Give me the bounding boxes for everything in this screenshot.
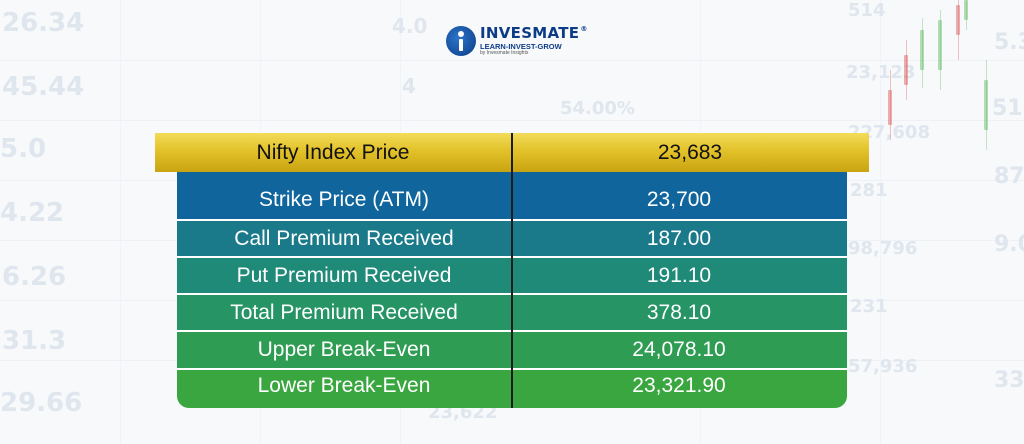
row-value: 187.00 <box>646 226 712 250</box>
row-label: Put Premium Received <box>236 263 452 287</box>
logo-brand: INVESMATE® <box>480 23 588 42</box>
row-label: Strike Price (ATM) <box>259 188 429 211</box>
bg-number: 57,936 <box>848 356 918 377</box>
bg-number: 4 <box>402 74 416 98</box>
row-label: Total Premium Received <box>230 300 458 324</box>
row-label: Lower Break-Even <box>257 374 431 397</box>
bg-number: 51.2 <box>992 96 1024 121</box>
row-value: 378.10 <box>646 300 712 324</box>
row-value: 24,078.10 <box>632 338 726 361</box>
bg-number: 26.34 <box>2 8 85 38</box>
row-label: Call Premium Received <box>234 226 454 250</box>
bg-number: 5.0 <box>0 134 47 164</box>
bg-number: 29.66 <box>0 388 83 418</box>
row-label: Upper Break-Even <box>257 338 431 361</box>
bg-number: 9.02 <box>994 232 1024 257</box>
logo-tagline: LEARN-INVEST-GROW <box>480 41 562 51</box>
logo-subtitle: by Invesmate Insights <box>480 50 529 57</box>
invesmate-logo: INVESMATE® LEARN-INVEST-GROW by Invesmat… <box>446 24 596 58</box>
bg-number: 98,796 <box>848 238 918 259</box>
bg-number: 281 <box>850 180 888 201</box>
bg-number: 31.3 <box>2 326 67 356</box>
row-value: 23,700 <box>646 188 712 211</box>
invesmate-logo-icon <box>446 26 476 56</box>
bg-number: 6.26 <box>2 262 67 292</box>
bg-number: 514 <box>848 0 886 21</box>
bg-number: 23,123 <box>846 62 916 83</box>
bg-number: 45.44 <box>2 72 85 102</box>
bg-number: 87.9 <box>994 164 1024 189</box>
row-value: 191.10 <box>646 263 712 287</box>
bg-number: 54.00% <box>560 98 635 119</box>
bg-number: 4.22 <box>0 198 65 228</box>
bg-number: 4.0 <box>392 14 428 38</box>
header-value: 23,683 <box>657 140 723 164</box>
bg-number: 231 <box>850 296 888 317</box>
row-value: 23,321.90 <box>632 374 726 397</box>
bg-number: 5.35 <box>994 30 1024 55</box>
bg-number: 33.0 <box>994 368 1024 393</box>
header-label: Nifty Index Price <box>256 140 410 164</box>
column-divider <box>511 133 513 408</box>
